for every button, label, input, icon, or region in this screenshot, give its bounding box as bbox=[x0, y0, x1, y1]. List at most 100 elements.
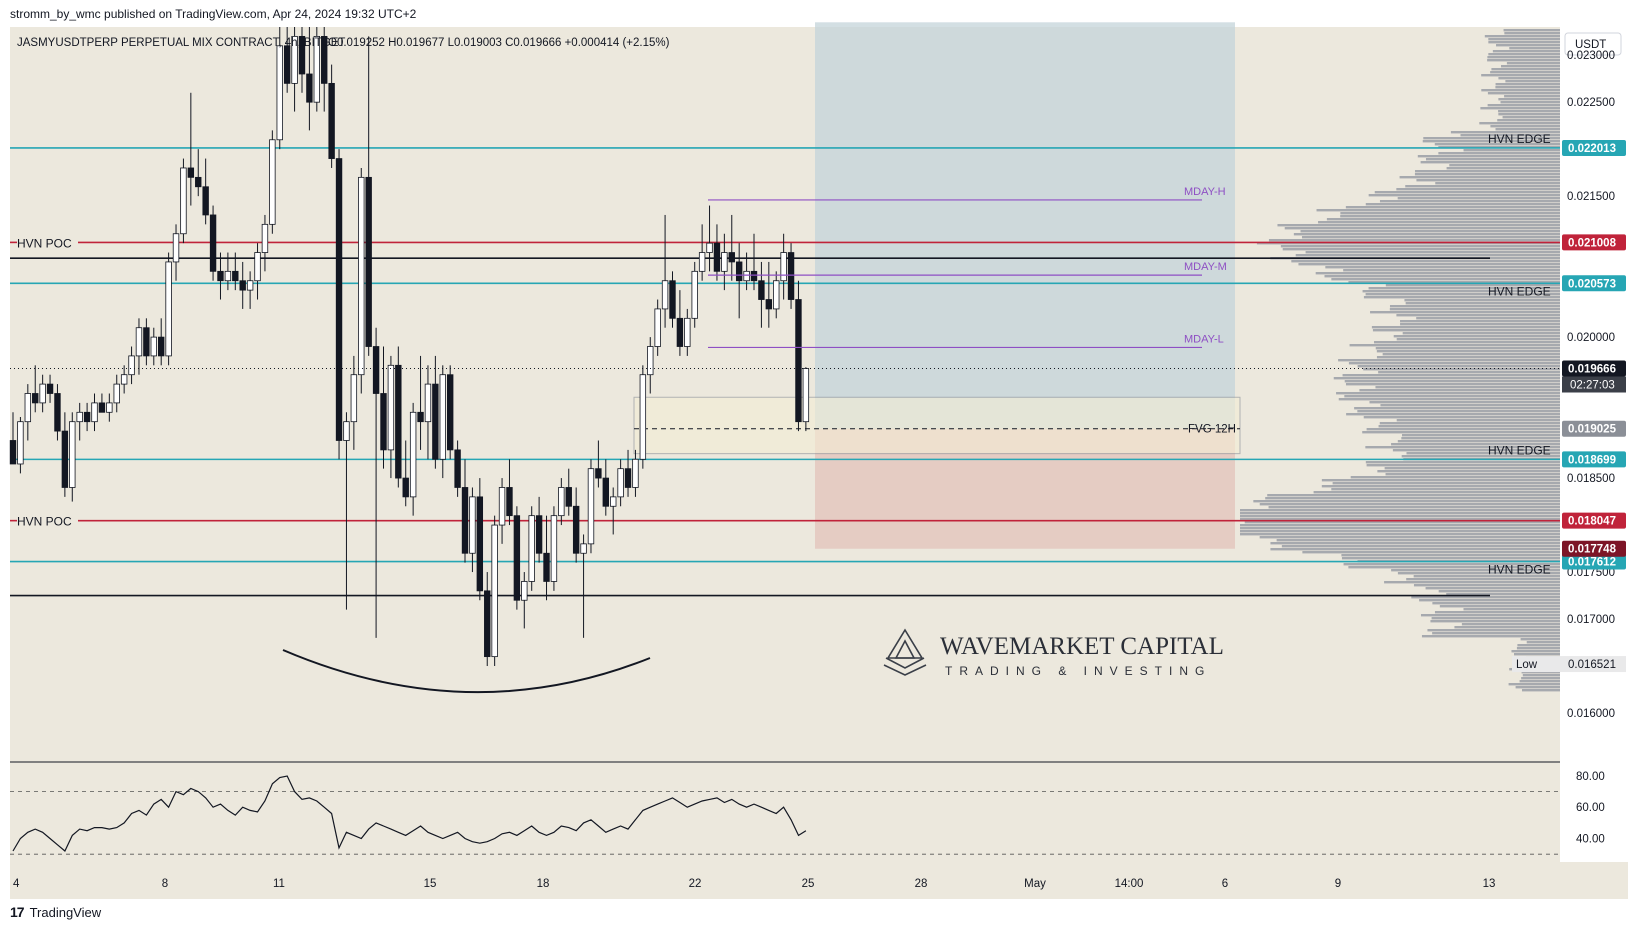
candle-body bbox=[765, 299, 773, 310]
volume-profile-bar bbox=[1326, 218, 1560, 221]
volume-profile-bar bbox=[1497, 119, 1560, 122]
mday-label: MDAY-L bbox=[1184, 333, 1224, 345]
time-tick-label: 8 bbox=[162, 878, 168, 890]
volume-profile-bar bbox=[1401, 437, 1560, 440]
volume-profile-bar bbox=[1413, 584, 1560, 587]
candle-body bbox=[232, 270, 239, 282]
volume-profile-bar bbox=[1368, 194, 1560, 197]
price-tick-label: 0.020000 bbox=[1567, 332, 1615, 344]
volume-profile-bar bbox=[1389, 305, 1560, 308]
time-axis[interactable]: 4 8 11 15 18 22 25 28 May 14:00 6 9 13 bbox=[13, 878, 1495, 890]
rsi-tick-label: 60.00 bbox=[1576, 802, 1605, 814]
volume-profile-bar bbox=[1321, 479, 1560, 482]
candle-body bbox=[617, 468, 624, 498]
target-zone bbox=[815, 22, 1235, 429]
tradingview-brand[interactable]: 17 TradingView bbox=[10, 904, 101, 920]
rsi-tick-label: 80.00 bbox=[1576, 771, 1605, 783]
candle-body bbox=[387, 364, 395, 451]
rsi-line bbox=[12, 775, 807, 852]
volume-profile-bar bbox=[1434, 143, 1560, 146]
volume-profile-bar bbox=[1402, 332, 1560, 335]
candle-body bbox=[202, 186, 209, 216]
volume-profile-bar bbox=[1400, 320, 1560, 323]
volume-profile-bar bbox=[1415, 170, 1560, 173]
volume-profile-bar bbox=[1420, 614, 1560, 617]
volume-profile-bar bbox=[1454, 626, 1560, 629]
volume-profile-bar bbox=[1268, 506, 1560, 509]
volume-profile-bar bbox=[1371, 326, 1560, 329]
volume-profile-bar bbox=[1338, 359, 1560, 362]
volume-profile-bar bbox=[1515, 686, 1560, 689]
volume-profile-bar bbox=[1376, 350, 1560, 353]
candle-body bbox=[721, 252, 728, 272]
time-tick-label: 15 bbox=[424, 878, 437, 890]
volume-profile-bar bbox=[1495, 86, 1560, 89]
candle-body bbox=[773, 280, 780, 310]
candle-body bbox=[17, 421, 24, 465]
price-axis-background bbox=[1560, 27, 1628, 862]
volume-profile-bar bbox=[1346, 413, 1560, 416]
volume-profile-bar bbox=[1366, 464, 1560, 467]
volume-profile-bar bbox=[1391, 443, 1560, 446]
volume-profile-bar bbox=[1256, 242, 1560, 245]
volume-profile-bar bbox=[1343, 269, 1560, 272]
volume-profile-bar bbox=[1302, 551, 1560, 554]
candle-body bbox=[469, 496, 476, 554]
volume-profile-bar bbox=[1277, 224, 1560, 227]
watermark-title: WAVEMARKET CAPITAL bbox=[940, 633, 1224, 660]
volume-profile-bar bbox=[1348, 362, 1560, 365]
candle-body bbox=[602, 477, 609, 507]
volume-profile-bar bbox=[1399, 176, 1560, 179]
candle-body bbox=[32, 393, 39, 404]
volume-profile-bar bbox=[1318, 221, 1560, 224]
candle-body bbox=[283, 45, 291, 84]
candle-body bbox=[506, 487, 513, 517]
low-price-badge: 0.016521 bbox=[1568, 659, 1616, 671]
currency-label: USDT bbox=[1575, 39, 1606, 51]
volume-profile-bar bbox=[1511, 650, 1560, 653]
volume-profile-bar bbox=[1396, 314, 1560, 317]
volume-profile-bar bbox=[1315, 272, 1560, 275]
candle-body bbox=[254, 252, 261, 282]
volume-profile-bar bbox=[1363, 416, 1560, 419]
candle-body bbox=[372, 346, 380, 394]
level-price-badge: 0.018047 bbox=[1568, 516, 1616, 528]
candle-body bbox=[239, 280, 246, 291]
candle-body bbox=[187, 167, 195, 178]
volume-profile-bar bbox=[1349, 344, 1560, 347]
volume-profile-bar bbox=[1384, 467, 1560, 470]
level-price-badge: 0.018699 bbox=[1568, 454, 1616, 466]
ohlc-readout: O0.019252 H0.019677 L0.019003 C0.019666 … bbox=[328, 37, 670, 49]
volume-profile-bar bbox=[1379, 422, 1560, 425]
candle-body bbox=[550, 515, 558, 582]
candle-body bbox=[654, 308, 661, 347]
volume-profile-bar bbox=[1385, 284, 1560, 287]
candle-body bbox=[595, 468, 602, 479]
volume-profile-bar bbox=[1345, 206, 1560, 209]
rounding-bottom-arc bbox=[282, 649, 651, 694]
volume-profile-bar bbox=[1240, 533, 1560, 536]
candle-body bbox=[343, 421, 350, 441]
volume-profile-bar bbox=[1316, 209, 1560, 212]
candle-body bbox=[76, 411, 83, 423]
candle-body bbox=[439, 374, 446, 460]
candle-body bbox=[632, 458, 639, 488]
price-tick-label: 0.021500 bbox=[1567, 191, 1615, 203]
volume-profile-bar bbox=[1521, 689, 1560, 692]
time-tick-label: 28 bbox=[915, 878, 928, 890]
candle-body bbox=[461, 487, 469, 554]
candle-body bbox=[484, 590, 491, 658]
volume-profile-bar bbox=[1432, 602, 1560, 605]
candle-body bbox=[580, 543, 587, 554]
volume-profile-bar bbox=[1404, 299, 1560, 302]
time-tick-label: 14:00 bbox=[1115, 878, 1144, 890]
fvg-label: FVG 12H bbox=[1188, 424, 1236, 436]
candle-body bbox=[365, 176, 372, 347]
price-tick-label: 0.018500 bbox=[1567, 473, 1615, 485]
volume-profile-bar bbox=[1240, 509, 1560, 512]
volume-profile-bar bbox=[1522, 674, 1560, 677]
volume-profile-bar bbox=[1432, 632, 1560, 635]
candle-body bbox=[513, 515, 521, 601]
